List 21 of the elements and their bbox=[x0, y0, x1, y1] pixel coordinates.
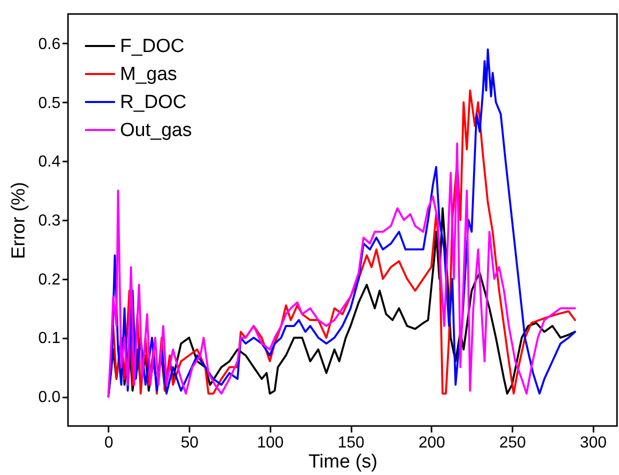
x-tick-label: 0 bbox=[104, 434, 114, 452]
y-tick-label: 0.6 bbox=[38, 36, 61, 53]
y-tick-label: 0.3 bbox=[38, 212, 61, 230]
x-tick-label: 250 bbox=[499, 434, 526, 452]
y-tick-label: 0.5 bbox=[38, 94, 61, 112]
x-tick-label: 50 bbox=[180, 434, 199, 452]
y-tick-label: 0.4 bbox=[38, 154, 61, 171]
legend-label: F_DOC bbox=[120, 36, 184, 57]
x-tick-label: 100 bbox=[256, 434, 284, 452]
x-tick-label: 150 bbox=[338, 434, 365, 452]
x-tick-label: 300 bbox=[580, 434, 607, 452]
y-tick-label: 0.2 bbox=[38, 271, 61, 288]
legend-label: Out_gas bbox=[120, 120, 192, 141]
y-axis-title: Error (%) bbox=[8, 182, 30, 260]
line-series bbox=[107, 142, 576, 398]
y-tick-label: 0.1 bbox=[38, 330, 61, 348]
x-axis-title: Time (s) bbox=[308, 452, 378, 472]
y-tick-label: 0.0 bbox=[38, 389, 61, 406]
legend-label: M_gas bbox=[120, 64, 178, 85]
legend-label: R_DOC bbox=[120, 92, 187, 113]
x-tick-label: 200 bbox=[418, 434, 446, 452]
